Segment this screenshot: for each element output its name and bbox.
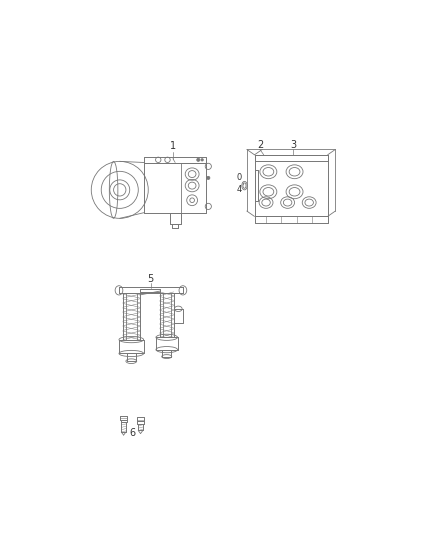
Bar [160,294,173,337]
Bar [145,163,206,213]
Bar [121,422,126,432]
Bar [120,419,127,422]
Bar [140,289,160,292]
Bar [140,289,160,292]
Bar [254,216,328,223]
Bar [123,294,140,340]
Bar [119,287,183,294]
Bar [254,155,328,161]
Bar [120,416,127,419]
Bar [172,224,178,228]
Circle shape [197,158,200,161]
Bar [145,163,206,213]
Bar [173,309,183,322]
Bar [119,287,183,294]
Bar [170,213,180,224]
Bar [127,353,136,361]
Bar [127,353,136,361]
Bar [170,213,180,224]
Bar [162,350,171,357]
Bar [160,294,173,337]
Bar [119,340,144,353]
Text: 3: 3 [290,140,296,150]
Bar [121,422,126,432]
Bar [145,157,206,163]
Bar [156,337,177,350]
Bar [254,216,328,223]
Bar [119,340,144,353]
Bar [145,157,206,163]
Bar [138,424,143,431]
Bar [254,170,258,201]
Text: 1: 1 [170,141,176,151]
Circle shape [201,159,203,161]
Text: 6: 6 [130,428,136,438]
Bar [254,155,328,216]
Text: 0: 0 [237,173,242,182]
Text: 4: 4 [237,185,242,194]
Bar [254,155,328,161]
Bar [254,155,328,216]
Bar [120,416,127,419]
Bar [138,424,143,431]
Bar [138,421,144,424]
Bar [120,419,127,422]
Text: 2: 2 [257,140,263,150]
Bar [156,337,177,350]
Text: 5: 5 [148,274,154,284]
Circle shape [207,176,210,180]
Bar [123,294,140,340]
Bar [137,417,145,421]
Bar [137,417,145,421]
Bar [173,309,183,322]
Bar [254,170,258,201]
Bar [162,350,171,357]
Bar [138,421,144,424]
Bar [172,224,178,228]
